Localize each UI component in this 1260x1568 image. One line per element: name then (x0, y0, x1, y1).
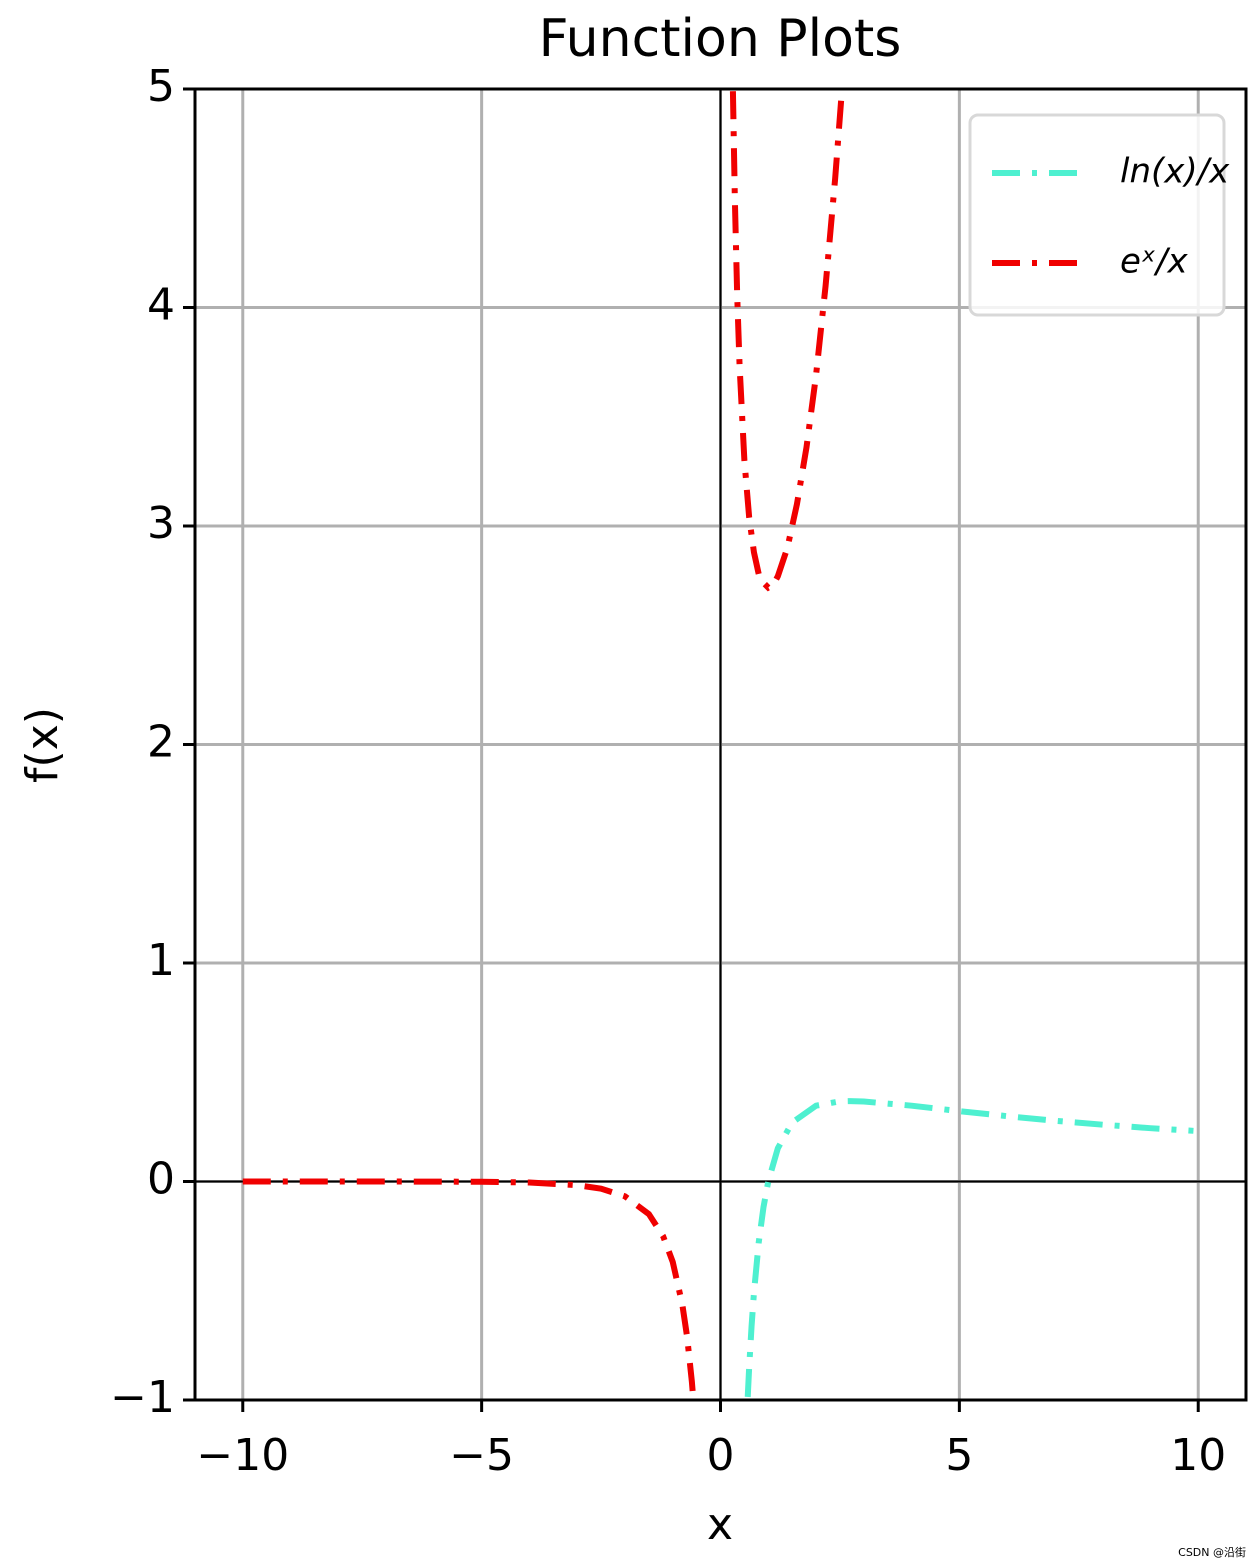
series-line (242, 90, 845, 1399)
x-tick-label: 5 (945, 1430, 973, 1481)
y-tick-label: −1 (110, 1372, 175, 1423)
y-tick-label: 1 (147, 935, 175, 986)
chart-title: Function Plots (539, 9, 902, 69)
y-tick-label: 5 (147, 61, 175, 112)
legend-label: ln(x)/x (1120, 152, 1230, 192)
x-tick-label: −10 (196, 1430, 289, 1481)
legend-label: eˣ/x (1120, 242, 1188, 282)
series-line (744, 1098, 1194, 1398)
legend-box (968, 113, 1226, 317)
y-tick-label: 2 (147, 717, 175, 768)
x-tick-label: 0 (707, 1430, 735, 1481)
x-tick-label: 10 (1170, 1430, 1226, 1481)
legend: ln(x)/x eˣ/x (968, 113, 1230, 317)
watermark: CSDN @沿街 (1178, 1545, 1246, 1559)
x-tick-label: −5 (449, 1430, 514, 1481)
y-tick-label: 0 (147, 1154, 175, 1205)
y-axis-label: f(x) (17, 707, 68, 783)
y-tick-label: 3 (147, 498, 175, 549)
x-axis-label: x (707, 1499, 733, 1550)
plot-frame (193, 87, 1248, 1402)
y-tick-label: 4 (147, 280, 175, 331)
